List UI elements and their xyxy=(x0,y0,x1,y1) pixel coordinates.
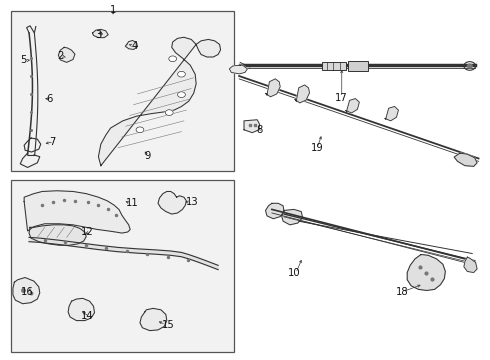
Polygon shape xyxy=(385,107,398,121)
Text: 9: 9 xyxy=(144,151,150,161)
Polygon shape xyxy=(24,191,130,233)
Text: 12: 12 xyxy=(81,227,94,237)
Circle shape xyxy=(136,127,144,133)
Polygon shape xyxy=(266,79,280,97)
Polygon shape xyxy=(266,203,284,219)
Polygon shape xyxy=(140,309,167,330)
Polygon shape xyxy=(125,41,138,49)
Circle shape xyxy=(177,92,185,98)
Bar xyxy=(11,12,234,171)
Text: 13: 13 xyxy=(186,197,198,207)
Text: 7: 7 xyxy=(49,137,55,147)
Polygon shape xyxy=(229,65,247,74)
Polygon shape xyxy=(345,99,359,113)
Polygon shape xyxy=(464,257,477,273)
Polygon shape xyxy=(29,225,86,245)
Text: 16: 16 xyxy=(21,287,34,297)
Text: 10: 10 xyxy=(288,268,300,278)
Polygon shape xyxy=(29,237,218,270)
Text: 18: 18 xyxy=(396,287,409,297)
Text: 11: 11 xyxy=(126,198,139,208)
Polygon shape xyxy=(407,255,445,291)
Text: 14: 14 xyxy=(81,311,94,321)
Polygon shape xyxy=(454,153,477,166)
Polygon shape xyxy=(68,298,95,320)
Circle shape xyxy=(165,110,173,116)
Polygon shape xyxy=(295,85,310,103)
Polygon shape xyxy=(98,37,220,166)
Circle shape xyxy=(177,71,185,77)
Text: 6: 6 xyxy=(47,94,53,104)
Polygon shape xyxy=(58,47,75,62)
Polygon shape xyxy=(282,210,303,225)
Polygon shape xyxy=(158,192,186,214)
Bar xyxy=(322,62,345,69)
Polygon shape xyxy=(244,120,260,133)
Polygon shape xyxy=(13,278,40,304)
Text: 19: 19 xyxy=(311,143,324,153)
Text: 17: 17 xyxy=(335,93,348,103)
Circle shape xyxy=(467,64,472,68)
Bar xyxy=(347,60,368,71)
Text: 3: 3 xyxy=(95,30,101,40)
Bar xyxy=(11,180,234,352)
Text: 5: 5 xyxy=(21,55,27,65)
Polygon shape xyxy=(93,30,108,38)
Text: 8: 8 xyxy=(257,125,263,135)
Text: 4: 4 xyxy=(132,41,138,50)
Text: 15: 15 xyxy=(161,320,174,329)
Text: 2: 2 xyxy=(57,51,64,61)
Text: 1: 1 xyxy=(110,5,116,15)
Circle shape xyxy=(169,56,176,62)
